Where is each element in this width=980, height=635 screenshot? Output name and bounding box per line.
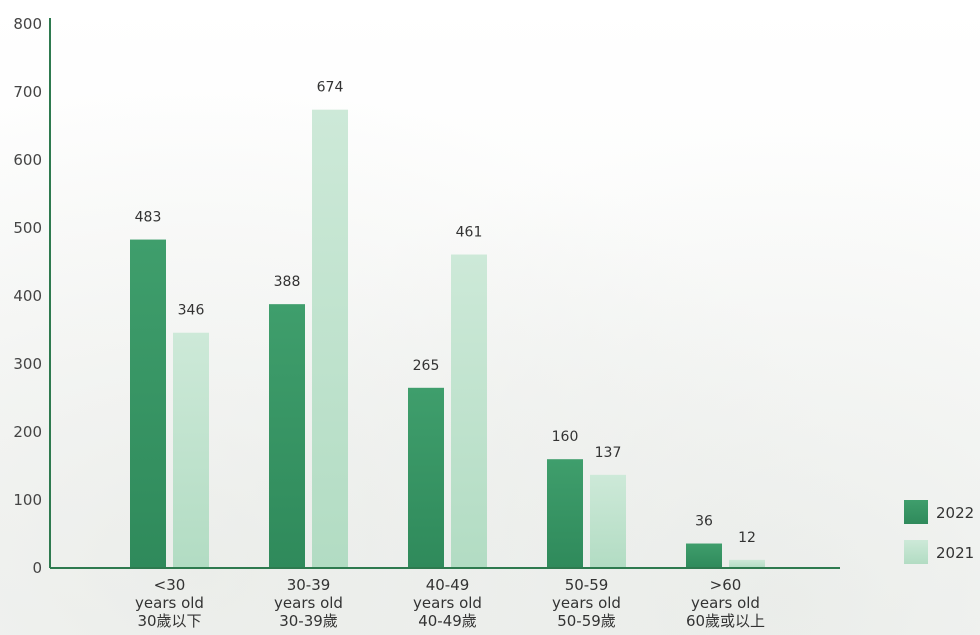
data-label-2021-3: 137 (595, 445, 622, 461)
data-label-2022-0: 483 (135, 210, 162, 226)
bar-2021-1 (312, 109, 348, 569)
y-tick-label: 500 (13, 219, 42, 237)
bar-2022-0 (130, 239, 166, 568)
legend-label-2022: 2022 (936, 504, 974, 522)
y-tick-label: 0 (32, 559, 42, 577)
category-label-line: 60歲或以上 (686, 612, 765, 630)
data-label-2021-4: 12 (738, 530, 756, 546)
bar-2022-3 (547, 459, 583, 568)
category-label-line: <30 (154, 576, 186, 594)
data-label-2021-1: 674 (317, 80, 344, 96)
category-label-line: years old (413, 594, 482, 612)
category-label-line: 30-39歲 (279, 612, 338, 630)
y-axis-ticks: 0 100 200 300 400 500 600 700 800 (13, 15, 42, 577)
legend-label-2021: 2021 (936, 544, 974, 562)
y-tick-label: 800 (13, 15, 42, 33)
data-label-2021-2: 461 (456, 225, 483, 241)
bar-2021-4 (729, 559, 765, 568)
data-label-2022-2: 265 (413, 358, 440, 374)
data-label-2022-1: 388 (274, 274, 301, 290)
data-labels-group: 483 346 388 674 265 461 160 137 36 12 (135, 80, 756, 546)
y-tick-label: 100 (13, 491, 42, 509)
category-label-line: years old (552, 594, 621, 612)
y-tick-label: 700 (13, 83, 42, 101)
category-label-line: years old (274, 594, 343, 612)
category-label-line: years old (691, 594, 760, 612)
y-tick-label: 300 (13, 355, 42, 373)
data-label-2022-4: 36 (695, 514, 713, 530)
legend: 2022 2021 (904, 500, 974, 564)
legend-swatch-2021 (904, 540, 928, 564)
bars-group (130, 109, 765, 569)
category-label-line: 30-39 (287, 576, 331, 594)
category-label-line: 40-49歲 (418, 612, 477, 630)
bar-2022-2 (408, 387, 444, 568)
bar-2021-2 (451, 254, 487, 568)
category-label-line: 50-59 (565, 576, 609, 594)
y-tick-label: 400 (13, 287, 42, 305)
category-label-line: 40-49 (426, 576, 470, 594)
y-tick-label: 600 (13, 151, 42, 169)
data-label-2022-3: 160 (552, 429, 579, 445)
category-label-line: years old (135, 594, 204, 612)
bar-2022-4 (686, 543, 722, 568)
y-tick-label: 200 (13, 423, 42, 441)
category-label-line: 30歲以下 (137, 612, 201, 630)
category-label-line: 50-59歲 (557, 612, 616, 630)
bar-2021-3 (590, 474, 626, 568)
category-label-line: >60 (710, 576, 742, 594)
legend-swatch-2022 (904, 500, 928, 524)
data-label-2021-0: 346 (178, 303, 205, 319)
bar-2022-1 (269, 304, 305, 568)
bar-2021-0 (173, 332, 209, 568)
